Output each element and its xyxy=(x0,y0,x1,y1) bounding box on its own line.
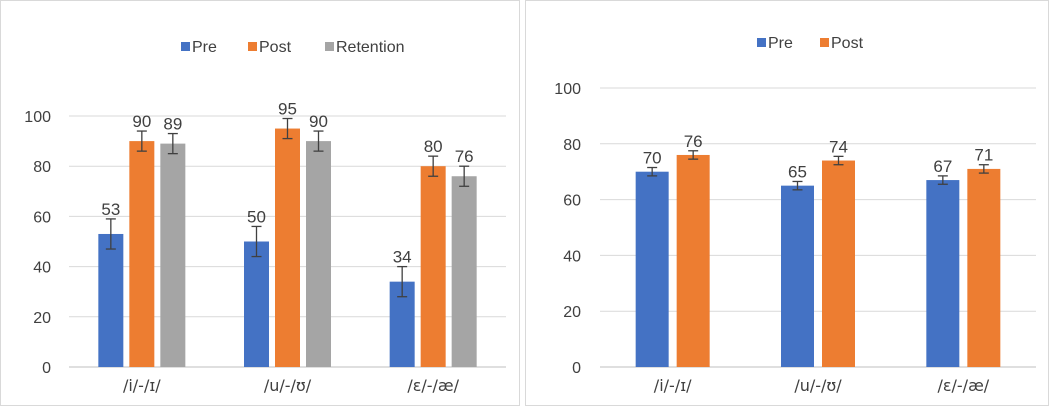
data-label-retention-1: 89 xyxy=(163,115,182,134)
grouped-bar-chart-right: Pre Post 0 20 40 60 80 100 70 76/i/-/ɪ/65 74/u/-/ʊ… xyxy=(554,35,1036,395)
bar-retention-1 xyxy=(160,143,186,367)
data-label-post-3: 80 xyxy=(424,137,443,156)
category-label-2: /u/-/ʊ/ xyxy=(794,376,842,395)
error-bar-pre-3 xyxy=(937,175,948,185)
y-tick-label: 40 xyxy=(33,260,51,277)
bar-pre-1 xyxy=(98,233,124,367)
data-label-pre-2: 65 xyxy=(788,162,807,181)
error-bar-post-2 xyxy=(282,117,293,140)
data-label-pre-1: 53 xyxy=(101,200,120,219)
bar-pre-2 xyxy=(781,185,814,367)
data-label-pre-2: 50 xyxy=(247,207,266,226)
y-tick-label: 0 xyxy=(572,360,581,377)
error-bar-pre-1 xyxy=(105,218,116,250)
data-label-post-1: 90 xyxy=(132,112,151,131)
category-label-1: /i/-/ɪ/ xyxy=(654,376,692,395)
y-tick-label: 80 xyxy=(33,159,51,176)
error-bar-pre-2 xyxy=(251,225,262,258)
error-bar-post-3 xyxy=(978,164,989,174)
error-bar-pre-1 xyxy=(647,166,658,177)
legend-label-post: Post xyxy=(259,39,292,56)
error-bar-retention-2 xyxy=(313,130,324,152)
bar-pre-3 xyxy=(926,180,960,367)
chart-panel-right: Pre Post 0 20 40 60 80 100 70 76/i/-/ɪ/65 74/u/-/ʊ… xyxy=(525,0,1049,406)
error-bar-pre-2 xyxy=(792,180,803,191)
data-label-retention-2: 90 xyxy=(309,112,328,131)
bar-post-1 xyxy=(129,141,155,367)
data-label-pre-3: 67 xyxy=(933,157,952,176)
legend-label-pre: Pre xyxy=(192,39,217,56)
bar-post-1 xyxy=(676,154,710,367)
legend: Pre Post xyxy=(757,35,864,52)
bar-post-3 xyxy=(420,166,446,367)
bar-retention-2 xyxy=(306,141,331,367)
category-label-3: /ɛ/-/æ/ xyxy=(937,376,989,395)
data-label-post-2: 95 xyxy=(278,100,297,119)
error-bar-post-1 xyxy=(688,150,699,160)
data-label-retention-3: 76 xyxy=(455,147,474,166)
bar-retention-3 xyxy=(451,176,477,367)
legend-label-pre: Pre xyxy=(768,35,793,52)
bar-pre-2 xyxy=(244,241,269,367)
legend-swatch-retention xyxy=(325,42,334,51)
y-tick-label: 60 xyxy=(563,193,581,210)
data-label-pre-3: 34 xyxy=(393,248,412,267)
data-label-post-2: 74 xyxy=(829,137,848,156)
bar-post-3 xyxy=(967,168,1001,367)
category-label-2: /u/-/ʊ/ xyxy=(264,376,312,395)
data-label-pre-1: 70 xyxy=(643,149,662,168)
y-tick-label: 80 xyxy=(563,137,581,154)
y-tick-label: 20 xyxy=(33,310,51,327)
bar-post-2 xyxy=(275,128,300,367)
bar-post-2 xyxy=(822,160,855,367)
error-bar-retention-1 xyxy=(167,132,178,155)
y-tick-label: 100 xyxy=(24,109,51,126)
error-bar-post-1 xyxy=(136,130,147,152)
y-tick-label: 100 xyxy=(554,81,581,98)
data-label-post-3: 71 xyxy=(974,146,993,165)
error-bar-post-2 xyxy=(833,155,844,166)
legend-label-retention: Retention xyxy=(336,39,405,56)
legend-swatch-post xyxy=(820,38,829,47)
bar-pre-1 xyxy=(635,171,669,367)
data-label-post-1: 76 xyxy=(684,132,703,151)
category-label-1: /i/-/ɪ/ xyxy=(123,376,161,395)
error-bar-post-3 xyxy=(428,155,439,177)
y-tick-label: 20 xyxy=(563,304,581,321)
legend-swatch-pre xyxy=(181,42,190,51)
legend-swatch-post xyxy=(248,42,257,51)
y-tick-label: 40 xyxy=(563,248,581,265)
error-bar-retention-3 xyxy=(459,165,470,187)
error-bar-pre-3 xyxy=(397,265,408,298)
chart-panel-left: Pre Post Retention 0 20 40 60 80 100 53 90 89/i/-/ɪ… xyxy=(0,0,520,406)
legend-label-post: Post xyxy=(831,35,864,52)
y-tick-label: 60 xyxy=(33,209,51,226)
legend: Pre Post Retention xyxy=(181,39,405,56)
grouped-bar-chart-left: Pre Post Retention 0 20 40 60 80 100 53 90 89/i/-/ɪ… xyxy=(24,39,506,395)
legend-swatch-pre xyxy=(757,38,766,47)
y-tick-label: 0 xyxy=(42,360,51,377)
category-label-3: /ɛ/-/æ/ xyxy=(407,376,459,395)
